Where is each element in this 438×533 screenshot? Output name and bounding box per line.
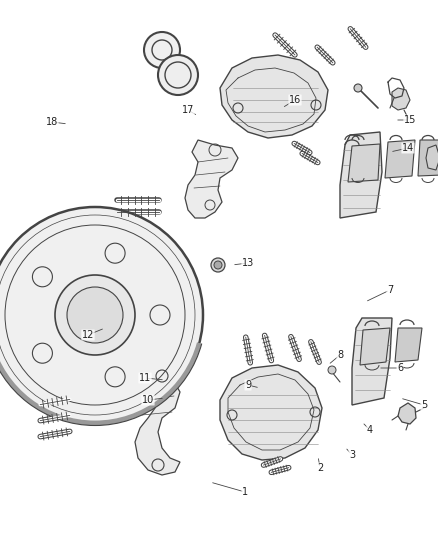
- Text: 8: 8: [337, 350, 343, 360]
- Circle shape: [67, 287, 123, 343]
- Text: 2: 2: [317, 463, 323, 473]
- Text: 5: 5: [421, 400, 427, 410]
- Polygon shape: [385, 140, 415, 178]
- Circle shape: [214, 261, 222, 269]
- Text: 10: 10: [142, 395, 154, 405]
- Circle shape: [354, 84, 362, 92]
- Polygon shape: [418, 140, 438, 176]
- Polygon shape: [426, 145, 438, 170]
- Circle shape: [158, 55, 198, 95]
- Polygon shape: [352, 318, 392, 405]
- Text: 3: 3: [349, 450, 355, 460]
- Polygon shape: [135, 368, 180, 475]
- Polygon shape: [348, 144, 380, 182]
- Text: 11: 11: [139, 373, 151, 383]
- Text: 9: 9: [245, 380, 251, 390]
- Polygon shape: [185, 140, 238, 218]
- Text: 4: 4: [367, 425, 373, 435]
- Polygon shape: [360, 328, 390, 365]
- Polygon shape: [395, 328, 422, 362]
- Polygon shape: [392, 88, 410, 110]
- Text: 18: 18: [46, 117, 58, 127]
- Circle shape: [328, 366, 336, 374]
- Text: 17: 17: [182, 105, 194, 115]
- Circle shape: [144, 32, 180, 68]
- Text: 14: 14: [402, 143, 414, 153]
- Circle shape: [0, 207, 203, 423]
- Polygon shape: [220, 365, 322, 460]
- Polygon shape: [398, 403, 416, 424]
- Circle shape: [55, 275, 135, 355]
- Text: 15: 15: [404, 115, 416, 125]
- Circle shape: [211, 258, 225, 272]
- Text: 16: 16: [289, 95, 301, 105]
- Polygon shape: [220, 55, 328, 138]
- Text: 1: 1: [242, 487, 248, 497]
- Text: 13: 13: [242, 258, 254, 268]
- Text: 6: 6: [397, 363, 403, 373]
- Polygon shape: [340, 132, 382, 218]
- Text: 7: 7: [387, 285, 393, 295]
- Text: 12: 12: [82, 330, 94, 340]
